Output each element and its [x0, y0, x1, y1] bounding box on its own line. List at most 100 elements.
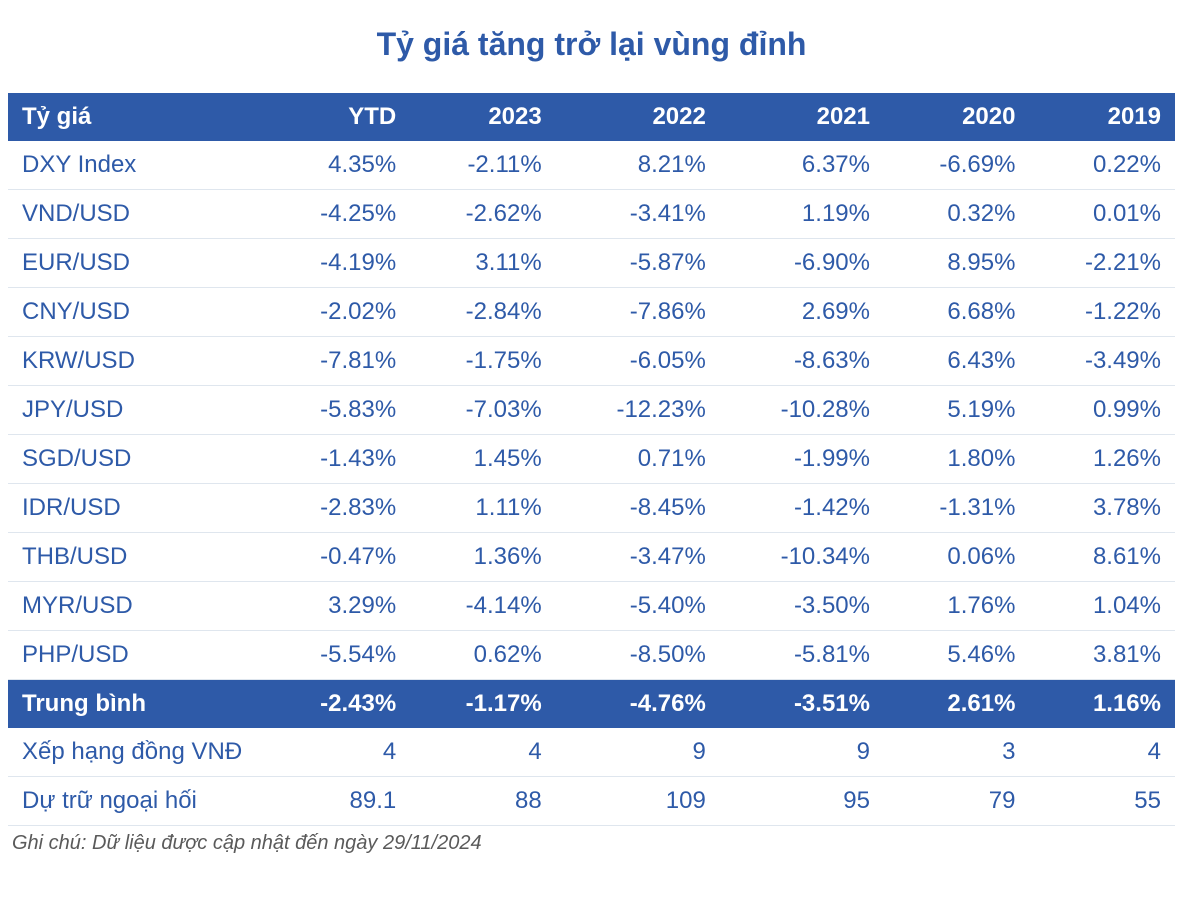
table-body: DXY Index4.35%-2.11%8.21%6.37%-6.69%0.22… [8, 141, 1175, 826]
cell: -3.51% [720, 680, 884, 729]
cell: 0.71% [556, 435, 720, 484]
cell: -1.42% [720, 484, 884, 533]
table-row: SGD/USD-1.43%1.45%0.71%-1.99%1.80%1.26% [8, 435, 1175, 484]
cell: 55 [1029, 777, 1175, 826]
cell: -8.63% [720, 337, 884, 386]
row-label: Dự trữ ngoại hối [8, 777, 265, 826]
table-row: IDR/USD-2.83%1.11%-8.45%-1.42%-1.31%3.78… [8, 484, 1175, 533]
footnote: Ghi chú: Dữ liệu được cập nhật đến ngày … [8, 826, 1175, 855]
cell: -4.25% [265, 190, 410, 239]
cell: 109 [556, 777, 720, 826]
cell: 0.22% [1029, 141, 1175, 190]
cell: -7.03% [410, 386, 555, 435]
table-row: VND/USD-4.25%-2.62%-3.41%1.19%0.32%0.01% [8, 190, 1175, 239]
row-label: Xếp hạng đồng VNĐ [8, 728, 265, 777]
row-label: MYR/USD [8, 582, 265, 631]
row-label: EUR/USD [8, 239, 265, 288]
row-label: SGD/USD [8, 435, 265, 484]
cell: -5.87% [556, 239, 720, 288]
cell: 1.80% [884, 435, 1029, 484]
cell: -2.11% [410, 141, 555, 190]
cell: -1.99% [720, 435, 884, 484]
average-row: Trung bình-2.43%-1.17%-4.76%-3.51%2.61%1… [8, 680, 1175, 729]
cell: 4 [410, 728, 555, 777]
cell: 1.76% [884, 582, 1029, 631]
col-header-2023: 2023 [410, 93, 555, 141]
cell: 3.78% [1029, 484, 1175, 533]
cell: 6.68% [884, 288, 1029, 337]
row-label: Trung bình [8, 680, 265, 729]
col-header-2019: 2019 [1029, 93, 1175, 141]
cell: 1.26% [1029, 435, 1175, 484]
row-label: IDR/USD [8, 484, 265, 533]
cell: -4.19% [265, 239, 410, 288]
cell: -4.14% [410, 582, 555, 631]
cell: 1.11% [410, 484, 555, 533]
cell: 1.45% [410, 435, 555, 484]
cell: 1.19% [720, 190, 884, 239]
cell: -2.84% [410, 288, 555, 337]
fx-table: Tỷ giá YTD 2023 2022 2021 2020 2019 DXY … [8, 93, 1175, 826]
cell: 4 [265, 728, 410, 777]
cell: 3.11% [410, 239, 555, 288]
cell: 3 [884, 728, 1029, 777]
table-row: JPY/USD-5.83%-7.03%-12.23%-10.28%5.19%0.… [8, 386, 1175, 435]
cell: -10.28% [720, 386, 884, 435]
col-header-2022: 2022 [556, 93, 720, 141]
cell: -5.40% [556, 582, 720, 631]
row-label: CNY/USD [8, 288, 265, 337]
table-row: Xếp hạng đồng VNĐ449934 [8, 728, 1175, 777]
row-label: PHP/USD [8, 631, 265, 680]
col-header-ytd: YTD [265, 93, 410, 141]
cell: 2.61% [884, 680, 1029, 729]
cell: 0.99% [1029, 386, 1175, 435]
table-row: PHP/USD-5.54%0.62%-8.50%-5.81%5.46%3.81% [8, 631, 1175, 680]
row-label: THB/USD [8, 533, 265, 582]
cell: -7.81% [265, 337, 410, 386]
table-row: Dự trữ ngoại hối89.188109957955 [8, 777, 1175, 826]
cell: -3.49% [1029, 337, 1175, 386]
cell: -0.47% [265, 533, 410, 582]
cell: 88 [410, 777, 555, 826]
cell: -3.47% [556, 533, 720, 582]
row-label: DXY Index [8, 141, 265, 190]
cell: 5.46% [884, 631, 1029, 680]
cell: 1.16% [1029, 680, 1175, 729]
cell: -1.75% [410, 337, 555, 386]
cell: 0.32% [884, 190, 1029, 239]
row-label: JPY/USD [8, 386, 265, 435]
table-row: MYR/USD3.29%-4.14%-5.40%-3.50%1.76%1.04% [8, 582, 1175, 631]
table-header-row: Tỷ giá YTD 2023 2022 2021 2020 2019 [8, 93, 1175, 141]
cell: 79 [884, 777, 1029, 826]
cell: -6.05% [556, 337, 720, 386]
table-row: CNY/USD-2.02%-2.84%-7.86%2.69%6.68%-1.22… [8, 288, 1175, 337]
table-row: EUR/USD-4.19%3.11%-5.87%-6.90%8.95%-2.21… [8, 239, 1175, 288]
col-header-2021: 2021 [720, 93, 884, 141]
cell: -2.21% [1029, 239, 1175, 288]
cell: 8.95% [884, 239, 1029, 288]
cell: 8.21% [556, 141, 720, 190]
cell: -1.17% [410, 680, 555, 729]
cell: -3.41% [556, 190, 720, 239]
cell: 9 [720, 728, 884, 777]
cell: -1.43% [265, 435, 410, 484]
cell: 89.1 [265, 777, 410, 826]
cell: -6.69% [884, 141, 1029, 190]
cell: -1.22% [1029, 288, 1175, 337]
cell: -3.50% [720, 582, 884, 631]
table-row: KRW/USD-7.81%-1.75%-6.05%-8.63%6.43%-3.4… [8, 337, 1175, 386]
cell: 1.36% [410, 533, 555, 582]
col-header-2020: 2020 [884, 93, 1029, 141]
row-label: KRW/USD [8, 337, 265, 386]
cell: -2.43% [265, 680, 410, 729]
table-row: DXY Index4.35%-2.11%8.21%6.37%-6.69%0.22… [8, 141, 1175, 190]
cell: 3.29% [265, 582, 410, 631]
cell: 3.81% [1029, 631, 1175, 680]
cell: 1.04% [1029, 582, 1175, 631]
cell: -8.50% [556, 631, 720, 680]
cell: -2.83% [265, 484, 410, 533]
cell: 0.62% [410, 631, 555, 680]
cell: 6.37% [720, 141, 884, 190]
cell: -12.23% [556, 386, 720, 435]
cell: 5.19% [884, 386, 1029, 435]
